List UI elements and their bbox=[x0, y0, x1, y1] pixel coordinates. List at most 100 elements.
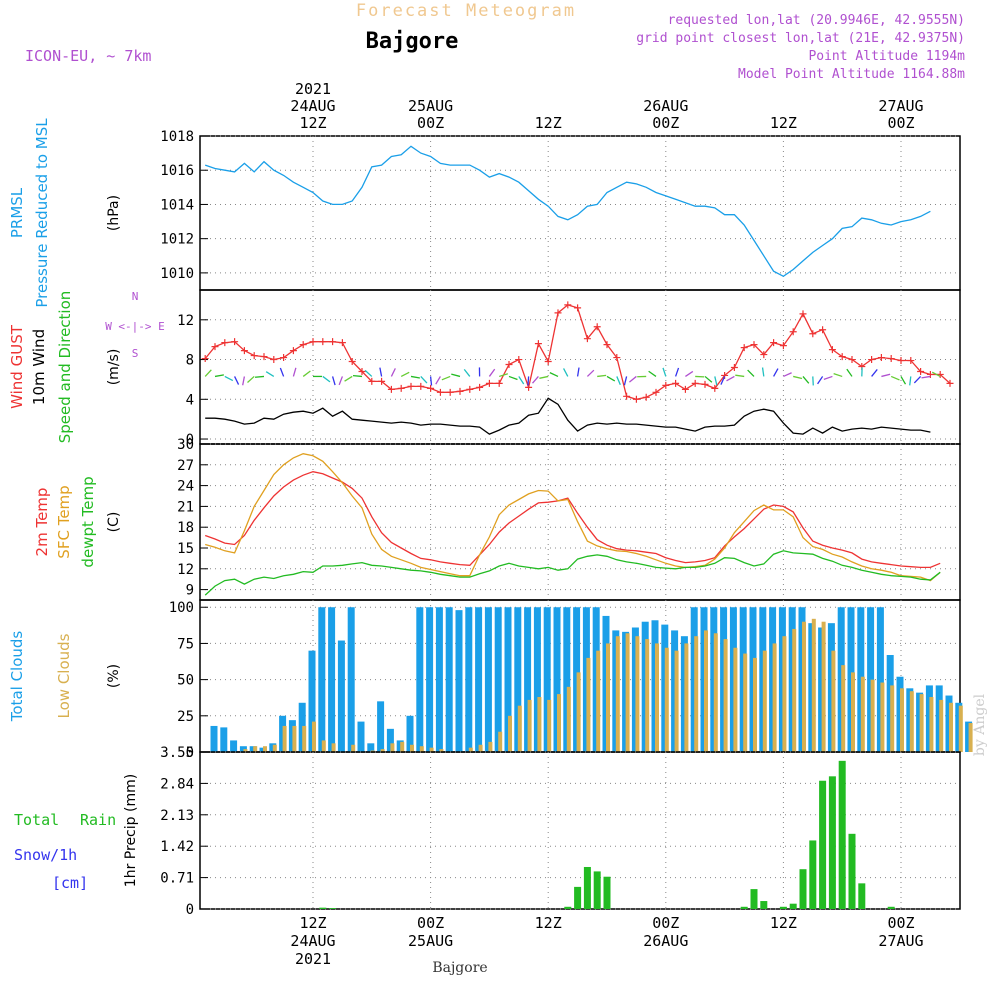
precipitation-bar bbox=[319, 907, 327, 909]
wind-direction-arrow bbox=[435, 376, 441, 385]
clouds-ytick-label: 0 bbox=[186, 745, 194, 761]
clouds-bar bbox=[684, 643, 689, 752]
temperature-legend-label: 2m Temp bbox=[33, 488, 51, 557]
precipitation-bar bbox=[858, 883, 866, 909]
gust-marker bbox=[623, 392, 631, 400]
precip-legend-label: Snow/1h bbox=[14, 846, 77, 864]
clouds-bar bbox=[243, 749, 248, 752]
model-name: ICON-EU, ~ 7km bbox=[25, 47, 151, 65]
clouds-bar bbox=[939, 699, 944, 752]
compass-label: N bbox=[132, 290, 139, 303]
gust-marker bbox=[534, 340, 542, 348]
clouds-bar bbox=[292, 725, 297, 752]
precipitation-bar bbox=[819, 780, 827, 909]
wind-direction-arrow bbox=[499, 373, 508, 378]
bottom-time-label: 12Z bbox=[535, 914, 562, 932]
bottom-time-label: 00Z bbox=[887, 914, 914, 932]
clouds-bar bbox=[792, 628, 797, 752]
gust-marker bbox=[936, 370, 944, 378]
wind-direction-arrow bbox=[685, 370, 694, 377]
clouds-bar bbox=[478, 744, 483, 752]
wind-direction-arrow bbox=[881, 373, 891, 378]
clouds-bar bbox=[576, 672, 581, 752]
clouds-bar bbox=[494, 607, 502, 752]
clouds-bar bbox=[890, 685, 895, 752]
precipitation-ytick-label: 1.42 bbox=[160, 839, 194, 855]
clouds-bar bbox=[586, 657, 591, 752]
temperature-panel: 9 12 15 18 21 24 27 30 (C) 2m Temp SFC Temp dewpt T… bbox=[33, 437, 961, 601]
gust-marker bbox=[348, 358, 356, 366]
wind-direction-arrow bbox=[420, 375, 428, 384]
clouds-bar bbox=[419, 746, 424, 752]
top-time-label: 27AUG bbox=[878, 97, 923, 115]
wind-direction-arrow bbox=[823, 375, 833, 380]
clouds-ytick-label: 50 bbox=[177, 673, 194, 689]
wind-direction-arrow bbox=[674, 367, 680, 377]
gust-marker bbox=[691, 379, 699, 387]
clouds-bar bbox=[635, 636, 640, 752]
wind-direction-arrow bbox=[846, 368, 853, 377]
temperature-series-2 bbox=[204, 550, 941, 596]
wind-direction-arrow bbox=[302, 370, 311, 377]
wind-direction-arrow bbox=[338, 376, 344, 386]
clouds-bar bbox=[547, 699, 552, 752]
clouds-bar bbox=[465, 607, 473, 752]
precipitation-ytick-label: 3.55 bbox=[160, 745, 194, 761]
clouds-bar bbox=[929, 696, 934, 752]
gust-marker bbox=[554, 309, 562, 317]
wind-legend-label: 10m Wind bbox=[30, 329, 48, 405]
info-requested: requested lon,lat (20.9946E, 42.9555N) bbox=[668, 13, 965, 28]
wind-direction-arrow bbox=[204, 369, 212, 377]
wind-direction-arrow bbox=[616, 376, 621, 385]
gust-marker bbox=[201, 355, 209, 363]
precipitation-bar bbox=[740, 906, 748, 909]
gust-marker bbox=[378, 377, 386, 385]
clouds-bar bbox=[655, 643, 659, 752]
precipitation-bar bbox=[750, 889, 758, 909]
wind-direction-arrow bbox=[913, 375, 922, 384]
gust-marker bbox=[828, 346, 836, 354]
info-grid-point: grid point closest lon,lat (21E, 42.9375… bbox=[636, 31, 965, 46]
gust-marker bbox=[760, 351, 768, 359]
wind-direction-arrow bbox=[352, 375, 363, 378]
top-time-label: 26AUG bbox=[643, 97, 688, 115]
gust-marker bbox=[505, 361, 513, 369]
temperature-legend-label: SFC Temp bbox=[55, 485, 73, 558]
top-time-label: 25AUG bbox=[408, 97, 453, 115]
wind-direction-arrow bbox=[783, 372, 792, 378]
clouds-bar bbox=[563, 607, 571, 752]
wind-direction-arrow bbox=[279, 367, 285, 377]
precip-legend-label: Rain bbox=[80, 811, 116, 829]
gust-marker bbox=[652, 388, 660, 396]
wind-direction-arrow bbox=[331, 376, 336, 386]
gust-marker bbox=[779, 342, 787, 350]
wind-direction-arrow bbox=[773, 368, 779, 377]
gust-marker bbox=[613, 354, 621, 362]
clouds-bar bbox=[753, 657, 757, 752]
gust-marker bbox=[427, 384, 435, 392]
gust-marker bbox=[897, 357, 905, 365]
clouds-bar bbox=[504, 607, 512, 752]
gust-marker bbox=[436, 388, 444, 396]
wind-direction-arrow bbox=[508, 375, 518, 381]
wind-direction-arrow bbox=[628, 375, 637, 383]
clouds-bar bbox=[367, 743, 375, 752]
gust-marker bbox=[456, 387, 464, 395]
wind-direction-arrow bbox=[322, 375, 331, 383]
gust-marker bbox=[730, 363, 738, 371]
gust-marker bbox=[701, 380, 709, 388]
gust-marker bbox=[642, 393, 650, 401]
gust-marker bbox=[564, 301, 572, 309]
wind-frame bbox=[199, 289, 961, 445]
pressure-panel: 1010 1012 1014 1016 1018 (hPa) PRMSL Pressure R… bbox=[8, 118, 961, 308]
wind-direction-arrow bbox=[292, 367, 297, 377]
wind-direction-arrow bbox=[735, 374, 745, 378]
temperature-ytick-label: 9 bbox=[186, 583, 194, 599]
temperature-legend-label: dewpt Temp bbox=[79, 476, 97, 567]
gust-marker bbox=[358, 367, 366, 375]
pressure-ytick-label: 1016 bbox=[160, 163, 194, 179]
clouds-bar bbox=[533, 607, 541, 752]
wind-direction-arrow bbox=[265, 371, 275, 377]
gust-marker bbox=[868, 356, 876, 364]
wind-series-0 bbox=[204, 304, 951, 400]
